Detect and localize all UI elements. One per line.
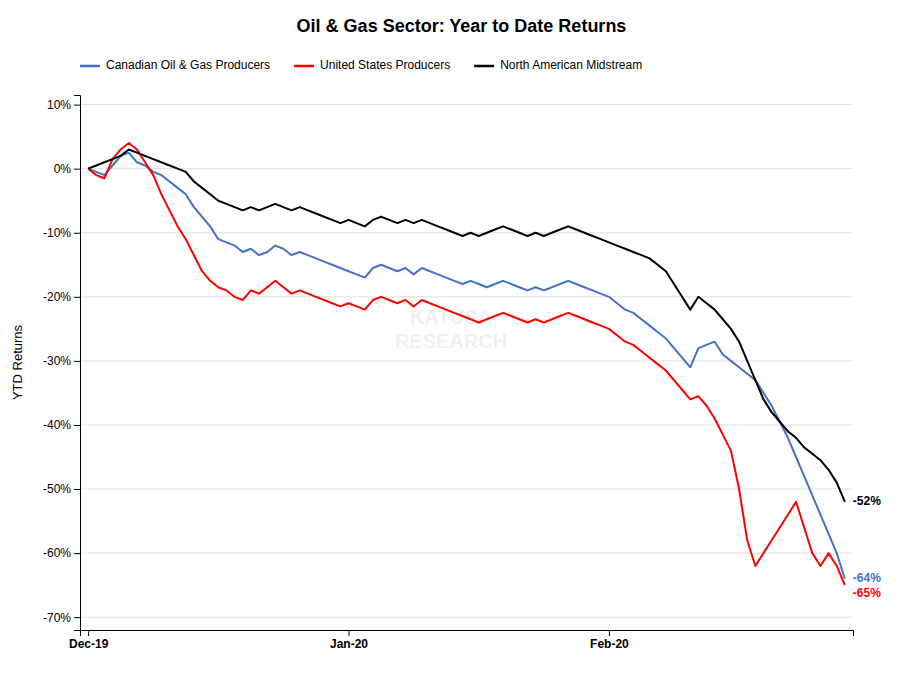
legend-label: Canadian Oil & Gas Producers [106,58,270,72]
legend-label: North American Midstream [500,58,642,72]
x-tick-label: Feb-20 [590,637,629,651]
y-tick-label: -30% [43,354,71,368]
legend: Canadian Oil & Gas Producers United State… [80,58,642,72]
grid [80,105,853,618]
legend-label: United States Producers [320,58,450,72]
x-tick-label: Dec-19 [69,637,109,651]
x-tick: Jan-20 [330,630,368,651]
grid-line [80,296,853,297]
y-tick-label: 10% [47,98,71,112]
series-group [88,143,845,585]
axis-line [81,631,854,637]
x-axis: Dec-19 Jan-20 Feb-20 [69,630,854,651]
legend-swatch [80,65,100,68]
y-tick: -20% [43,290,80,304]
grid-line [80,168,853,169]
tick-mark [74,553,80,554]
y-tick: -10% [43,226,80,240]
x-tick: Feb-20 [590,630,629,651]
title: Oil & Gas Sector: Year to Date Returns [297,16,627,36]
y-tick: -50% [43,482,80,496]
plot: KATUSARESEARCH Dec-19 Jan-20 Feb-20 10% 0% -10… [10,96,881,651]
tick-mark [609,630,610,636]
value-label: -52% [853,494,881,508]
legend-swatch [474,65,494,68]
grid-line [80,489,853,490]
legend-item: United States Producers [294,58,450,72]
tick-mark [74,297,80,298]
y-tick-label: -50% [43,482,71,496]
legend-swatch [294,65,314,68]
tick-mark [74,233,80,234]
annotation-line: RESEARCH [395,330,507,352]
chart: KATUSARESEARCH Dec-19 Jan-20 Feb-20 10% 0% -10… [0,0,923,675]
value-labels: -52% -64%-65% [853,494,881,600]
annotation-line: KATUSA [410,306,492,328]
axis-line [74,96,81,631]
series-line [88,149,845,501]
y-tick-label: -60% [43,546,71,560]
x-tick: Dec-19 [69,630,109,651]
series-line [88,143,845,585]
tick-mark [74,361,80,362]
y-tick: 0% [54,162,80,176]
tick-mark [74,169,80,170]
tick-mark [349,630,350,636]
tick-mark [74,489,80,490]
series-line [88,153,845,579]
grid-line [80,104,853,105]
tick-mark [74,105,80,106]
grid-line [80,360,853,361]
y-tick-label: -70% [43,611,71,625]
y-tick-label: 0% [54,162,72,176]
y-axis-title: YTD Returns [10,324,25,400]
tick-mark [74,617,80,618]
y-tick: 10% [47,98,80,112]
y-tick: -60% [43,546,80,560]
y-tick: -70% [43,611,80,625]
x-tick-label: Jan-20 [330,637,368,651]
value-label: -65% [853,586,881,600]
y-tick-label: -40% [43,418,71,432]
value-label: -64% [853,571,881,585]
tick-mark [74,425,80,426]
grid-line [80,553,853,554]
grid-line [80,617,853,618]
y-tick-label: -20% [43,290,71,304]
y-tick-label: -10% [43,226,71,240]
y-tick: -30% [43,354,80,368]
y-axis: 10% 0% -10% -20% -30% -40% -50% -60% -70% [43,96,81,631]
grid-line [80,424,853,425]
grid-line [80,232,853,233]
tick-mark [88,630,89,636]
legend-item: Canadian Oil & Gas Producers [80,58,270,72]
legend-item: North American Midstream [474,58,642,72]
y-tick: -40% [43,418,80,432]
